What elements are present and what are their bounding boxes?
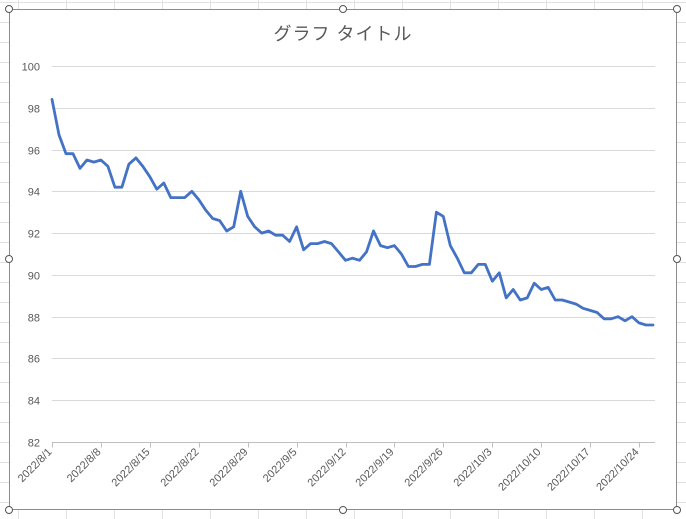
resize-handle-top-right[interactable] (673, 5, 681, 13)
resize-handle-middle-left[interactable] (5, 255, 13, 263)
chart-title[interactable]: グラフ タイトル (273, 24, 413, 44)
x-tick-label: 2022/9/19 (354, 446, 397, 489)
resize-handle-bottom-left[interactable] (5, 506, 13, 514)
y-tick-label: 88 (28, 313, 40, 325)
resize-handle-middle-right[interactable] (673, 255, 681, 263)
y-tick-label: 86 (28, 354, 40, 366)
y-tick-label: 100 (22, 62, 40, 74)
x-tick-label: 2022/8/1 (16, 446, 55, 485)
resize-handle-bottom-right[interactable] (673, 506, 681, 514)
x-tick-label: 2022/10/17 (545, 446, 592, 493)
chart-area[interactable] (9, 9, 677, 510)
x-tick-label: 2022/8/29 (208, 446, 251, 489)
x-tick-label: 2022/9/26 (403, 446, 446, 489)
x-tick-label: 2022/8/22 (159, 446, 202, 489)
sheet-gridline (0, 2, 686, 3)
resize-handle-bottom-center[interactable] (339, 506, 347, 514)
resize-handle-top-left[interactable] (5, 5, 13, 13)
series-line (50, 98, 655, 327)
x-tick-label: 2022/9/12 (306, 446, 349, 489)
x-tick-label: 2022/8/15 (110, 446, 153, 489)
y-tick-label: 98 (28, 104, 40, 116)
y-tick-label: 96 (28, 146, 40, 158)
x-tick-label: 2022/8/8 (65, 446, 104, 485)
x-tick-label: 2022/10/24 (594, 446, 641, 493)
resize-handle-top-center[interactable] (339, 5, 347, 13)
y-tick-label: 82 (28, 438, 40, 450)
y-tick-label: 92 (28, 229, 40, 241)
y-tick-label: 94 (28, 187, 40, 199)
x-tick-label: 2022/10/10 (496, 446, 543, 493)
x-tick-label: 2022/10/3 (452, 446, 495, 489)
y-tick-label: 90 (28, 271, 40, 283)
y-tick-label: 84 (28, 396, 40, 408)
x-tick-label: 2022/9/5 (261, 446, 300, 485)
